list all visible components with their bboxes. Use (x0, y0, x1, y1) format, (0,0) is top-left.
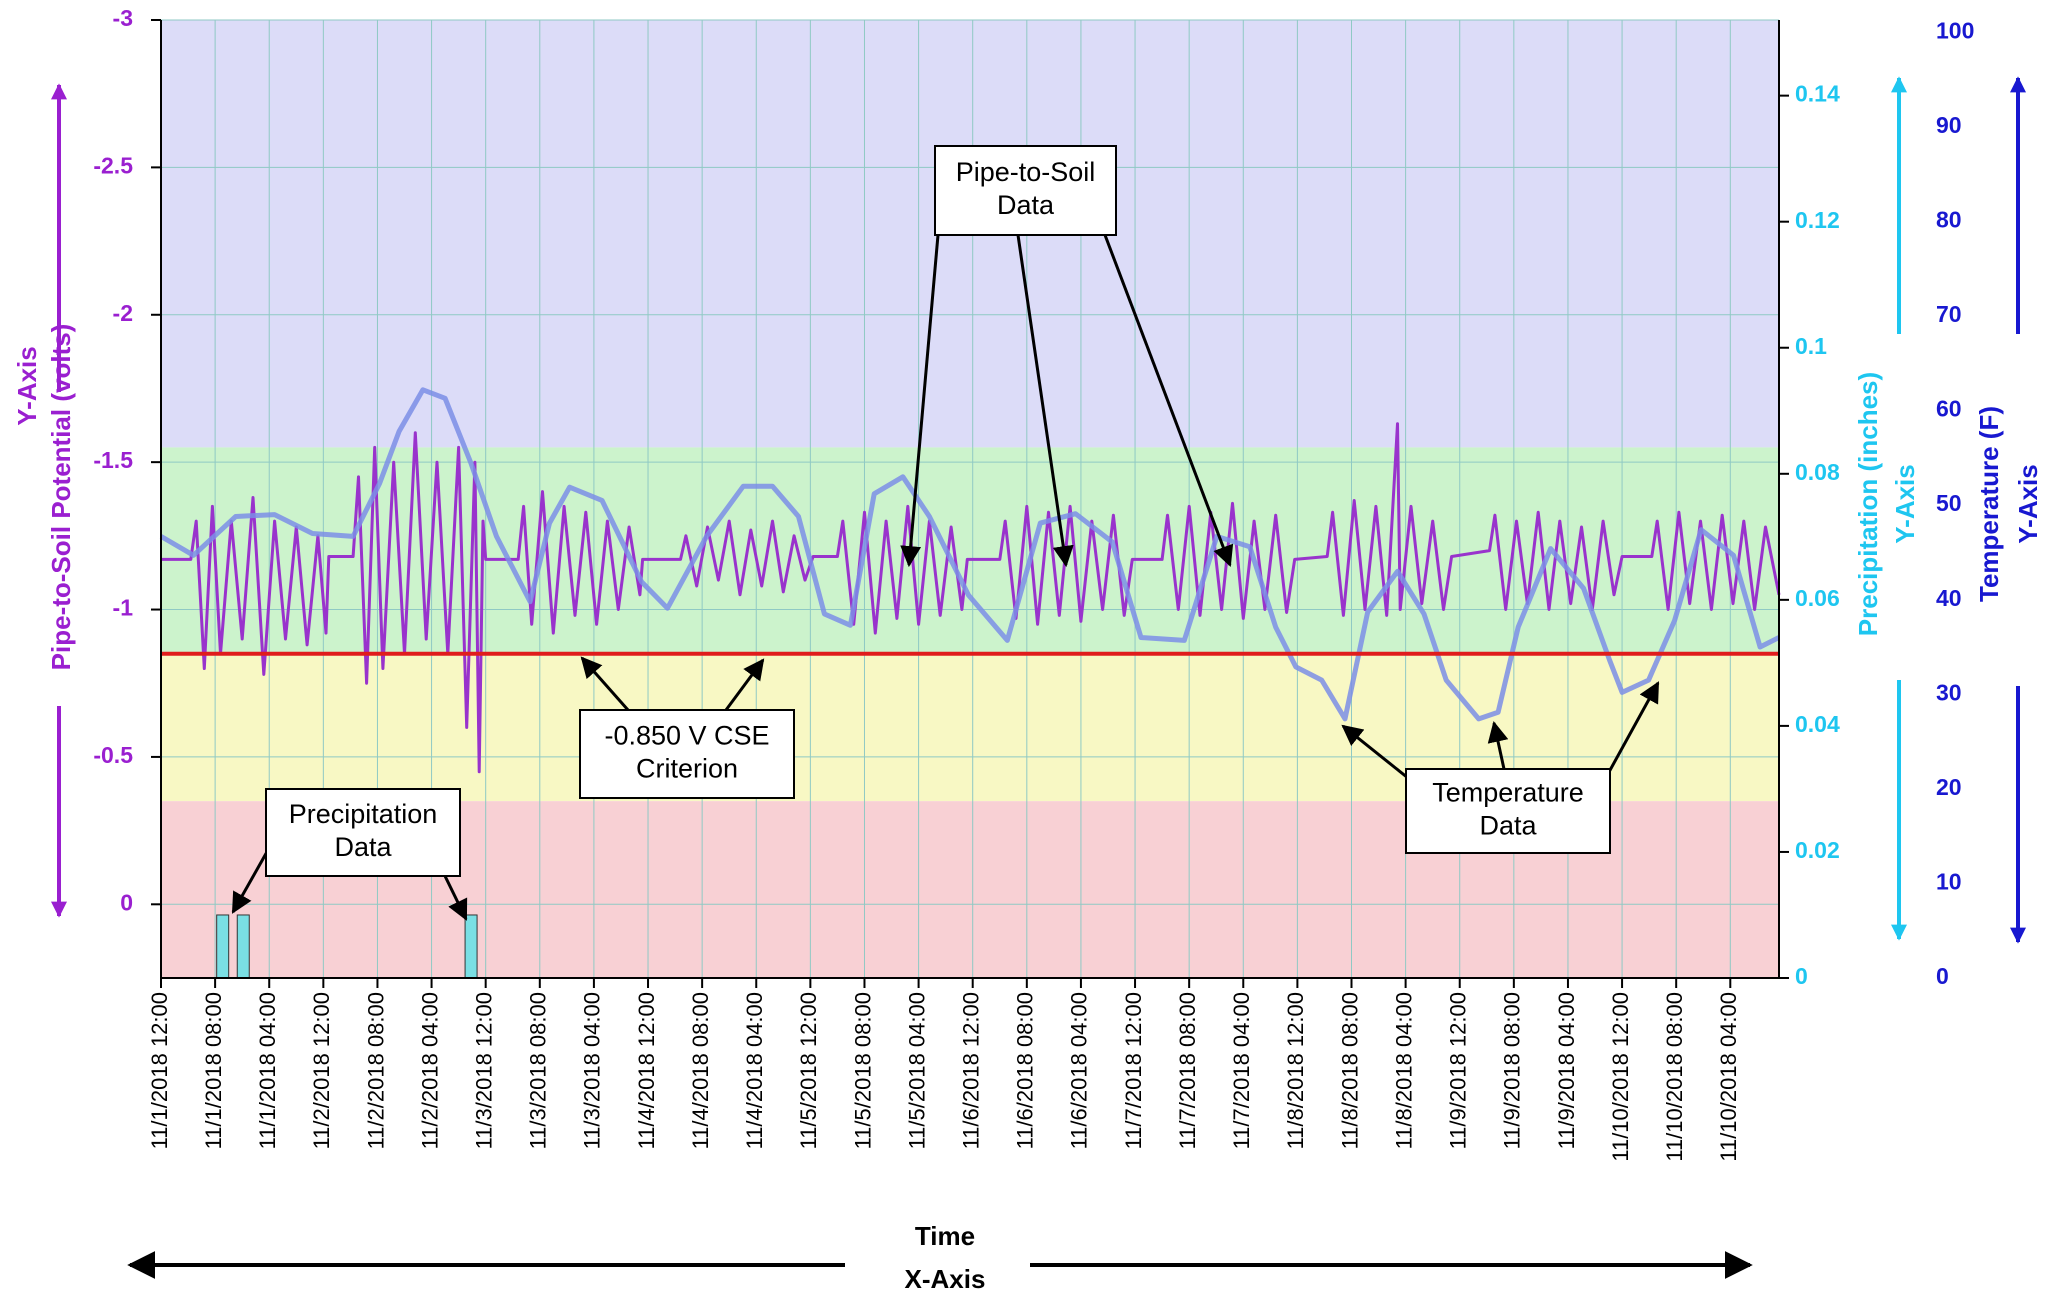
annotation-text: Data (997, 190, 1055, 220)
x-axis-note: X-Axis (905, 1264, 986, 1294)
y3-axis-title: Temperature (F) (1974, 406, 2004, 602)
y-axis-note: Y-Axis (12, 346, 42, 426)
x-tick-label: 11/1/2018 12:00 (147, 992, 172, 1149)
y2-tick-label: 0.08 (1795, 459, 1840, 485)
annotation-text: -0.850 V CSE (604, 721, 769, 751)
x-tick-label: 11/4/2018 04:00 (742, 992, 767, 1149)
annotation-text: Temperature (1432, 778, 1584, 808)
annotation-text: Pipe-to-Soil (956, 157, 1096, 187)
y2-tick-label: 0 (1795, 963, 1808, 989)
annotation-arrow (1016, 234, 1074, 568)
annotation-text: Data (1479, 811, 1537, 841)
y-tick-label: -0.5 (93, 742, 133, 768)
x-tick-label: 11/3/2018 08:00 (526, 992, 551, 1149)
y3-tick-label: 40 (1936, 585, 1962, 611)
x-tick-label: 11/3/2018 12:00 (471, 992, 496, 1149)
annotation-text: Criterion (636, 754, 738, 784)
temperature-line (159, 387, 1781, 722)
x-tick-label: 11/10/2018 08:00 (1662, 992, 1687, 1162)
y3-tick-label: 100 (1936, 17, 1974, 43)
annotation-arrow (724, 658, 765, 711)
x-tick-label: 11/5/2018 04:00 (904, 992, 929, 1149)
y2-axis-note: Y-Axis (1890, 464, 1920, 544)
y2-tick-label: 0.1 (1795, 333, 1827, 359)
axes: 11/1/2018 12:00 11/1/2018 08:00 11/1/2018 … (93, 5, 1974, 1162)
x-tick-label: 11/8/2018 08:00 (1337, 992, 1362, 1149)
annotation-arrow (443, 875, 468, 921)
y3-tick-label: 60 (1936, 396, 1962, 422)
y-tick-label: -1.5 (93, 447, 133, 473)
y-axis-title: Pipe-to-Soil Potential (volts) (46, 324, 76, 671)
x-tick-label: 11/9/2018 08:00 (1500, 992, 1525, 1149)
y-tick-label: -2.5 (93, 152, 133, 178)
x-tick-label: 11/5/2018 12:00 (796, 992, 821, 1149)
x-tick-label: 11/10/2018 12:00 (1608, 992, 1633, 1162)
annotation-arrow (580, 656, 630, 711)
annotation-box (934, 145, 1117, 236)
x-tick-label: 11/7/2018 12:00 (1121, 992, 1146, 1149)
x-tick-label: 11/6/2018 04:00 (1067, 992, 1092, 1149)
y3-tick-label: 80 (1936, 207, 1962, 233)
x-tick-label: 11/7/2018 08:00 (1175, 992, 1200, 1149)
x-tick-label: 11/8/2018 04:00 (1391, 992, 1416, 1149)
y2-tick-label: 0.06 (1795, 585, 1840, 611)
x-tick-label: 11/2/2018 08:00 (363, 992, 388, 1149)
precip-bar (216, 914, 230, 979)
y-tick-label: -3 (113, 5, 133, 31)
y2-axis-title: Precipitation (inches) (1853, 372, 1883, 636)
annotation-arrow (231, 849, 270, 914)
annotation-arrow (1103, 234, 1234, 567)
y3-axis-note: Y-Axis (2013, 464, 2043, 544)
precip-bar (464, 914, 478, 979)
x-tick-label: 11/10/2018 04:00 (1716, 992, 1741, 1162)
y3-tick-label: 10 (1936, 869, 1962, 895)
x-axis-title: Time (915, 1221, 975, 1251)
annotation-box (579, 709, 795, 799)
x-tick-label: 11/9/2018 04:00 (1554, 992, 1579, 1149)
y-tick-label: 0 (120, 889, 133, 915)
annotation-box (1405, 768, 1611, 854)
precip-bar (236, 914, 250, 979)
y3-tick-label: 90 (1936, 112, 1962, 138)
x-tick-label: 11/4/2018 08:00 (688, 992, 713, 1149)
annotation-arrow (1487, 720, 1509, 770)
x-tick-label: 11/7/2018 04:00 (1229, 992, 1254, 1149)
y3-tick-label: 70 (1936, 301, 1962, 327)
y3-tick-label: 30 (1936, 679, 1962, 705)
annotation-text: Data (334, 832, 392, 862)
x-tick-label: 11/6/2018 12:00 (959, 992, 984, 1149)
x-tick-label: 11/3/2018 04:00 (580, 992, 605, 1149)
y-tick-label: -1 (113, 595, 134, 621)
x-tick-label: 11/4/2018 12:00 (634, 992, 659, 1149)
y2-tick-label: 0.02 (1795, 837, 1840, 863)
annotation-box (265, 788, 461, 877)
y3-tick-label: 0 (1936, 963, 1949, 989)
x-tick-label: 11/6/2018 08:00 (1013, 992, 1038, 1149)
x-tick-label: 11/2/2018 12:00 (309, 992, 334, 1149)
x-tick-label: 11/2/2018 04:00 (417, 992, 442, 1149)
annotation-arrow (1607, 681, 1660, 773)
y3-tick-label: 50 (1936, 490, 1962, 516)
y2-tick-label: 0.14 (1795, 81, 1840, 107)
y3-tick-label: 20 (1936, 774, 1962, 800)
plot-data (159, 387, 1781, 979)
annotation-arrow (1341, 724, 1414, 784)
x-tick-label: 11/1/2018 08:00 (201, 992, 226, 1149)
y2-tick-label: 0.04 (1795, 711, 1840, 737)
annotation-text: Precipitation (289, 799, 438, 829)
y2-tick-label: 0.12 (1795, 207, 1840, 233)
annotation-arrow (900, 234, 940, 568)
y-tick-label: -2 (113, 300, 133, 326)
x-tick-label: 11/1/2018 04:00 (255, 992, 280, 1149)
x-tick-label: 11/8/2018 12:00 (1283, 992, 1308, 1149)
potential-line (161, 422, 1781, 774)
x-tick-label: 11/9/2018 12:00 (1446, 992, 1471, 1149)
x-tick-label: 11/5/2018 08:00 (850, 992, 875, 1149)
